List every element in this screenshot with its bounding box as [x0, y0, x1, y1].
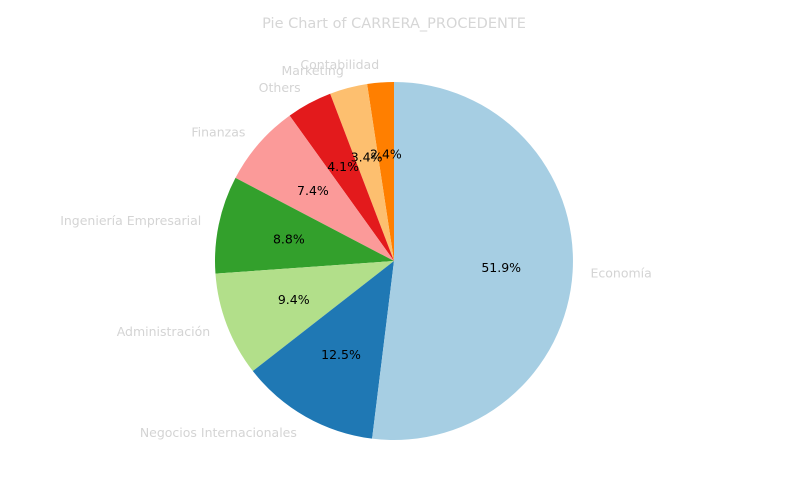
pct-label-negocios-internacionales: 12.5% — [321, 347, 361, 362]
pct-label-ingenieria-empresarial: 8.8% — [273, 232, 305, 247]
slice-label-finanzas: Finanzas — [191, 124, 245, 139]
pie-slice-economia — [372, 82, 573, 441]
slice-label-others: Others — [259, 80, 301, 95]
chart-title: Pie Chart of CARRERA_PROCEDENTE — [262, 16, 526, 32]
pct-label-administracion: 9.4% — [278, 292, 310, 307]
pie-slices — [215, 82, 573, 441]
pct-label-economia: 51.9% — [481, 260, 521, 275]
pct-label-contabilidad: 2.4% — [370, 146, 402, 161]
slice-label-contabilidad: Contabilidad — [300, 57, 379, 72]
pct-label-others: 4.1% — [327, 159, 359, 174]
slice-label-negocios-internacionales: Negocios Internacionales — [140, 425, 297, 440]
pie-slice-contabilidad — [367, 82, 394, 261]
pie-slice-others — [289, 93, 394, 261]
pie-slice-ingenieria-empresarial — [215, 177, 394, 274]
slice-label-economia: Economía — [591, 266, 652, 281]
slice-label-marketing: Marketing — [281, 63, 343, 78]
slice-label-ingenieria-empresarial: Ingeniería Empresarial — [60, 213, 201, 228]
pie-slice-negocios-internacionales — [252, 261, 394, 439]
pie-slice-finanzas — [235, 115, 394, 261]
pct-label-finanzas: 7.4% — [297, 183, 329, 198]
pie-slice-marketing — [330, 84, 394, 261]
pie-slice-administracion — [215, 261, 394, 372]
pct-label-marketing: 3.4% — [351, 150, 383, 165]
pie-labels: Contabilidad 2.4% Marketing 3.4% Others 4.1% F… — [60, 57, 652, 440]
slice-label-administracion: Administración — [117, 324, 210, 339]
